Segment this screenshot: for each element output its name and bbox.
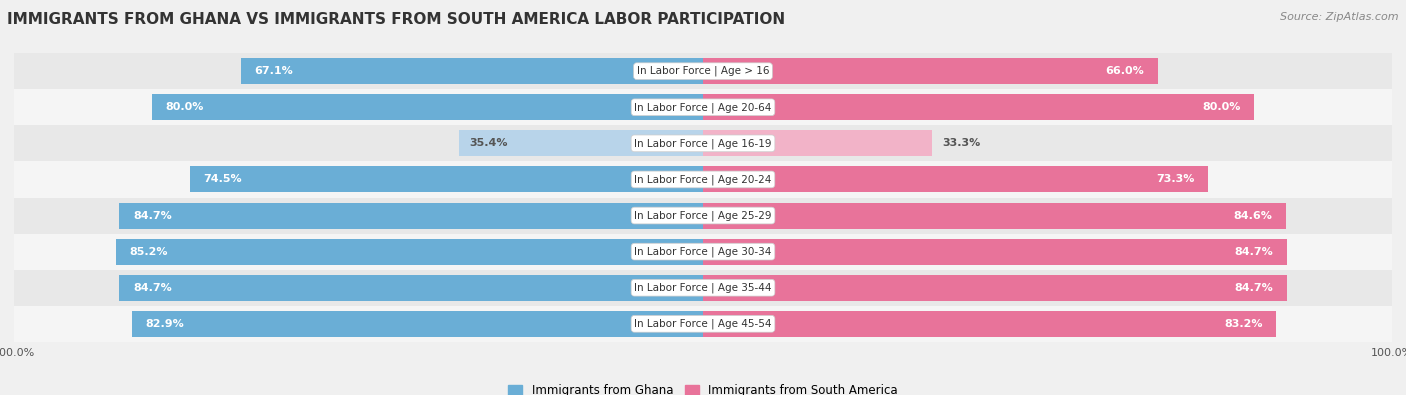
- Bar: [132, 311, 703, 337]
- Bar: [703, 94, 1254, 120]
- Bar: [14, 53, 1392, 89]
- Legend: Immigrants from Ghana, Immigrants from South America: Immigrants from Ghana, Immigrants from S…: [503, 380, 903, 395]
- Bar: [703, 275, 1286, 301]
- Bar: [703, 58, 1157, 84]
- Bar: [120, 203, 703, 229]
- Bar: [14, 162, 1392, 198]
- Text: 74.5%: 74.5%: [204, 175, 242, 184]
- Bar: [14, 125, 1392, 162]
- Bar: [460, 130, 703, 156]
- Bar: [240, 58, 703, 84]
- Bar: [14, 270, 1392, 306]
- Bar: [703, 203, 1286, 229]
- Text: In Labor Force | Age 45-54: In Labor Force | Age 45-54: [634, 318, 772, 329]
- Text: In Labor Force | Age 16-19: In Labor Force | Age 16-19: [634, 138, 772, 149]
- Text: 84.7%: 84.7%: [134, 283, 172, 293]
- Bar: [703, 311, 1277, 337]
- Text: In Labor Force | Age > 16: In Labor Force | Age > 16: [637, 66, 769, 77]
- Text: 84.7%: 84.7%: [1234, 283, 1272, 293]
- Text: 84.7%: 84.7%: [134, 211, 172, 220]
- Text: In Labor Force | Age 20-64: In Labor Force | Age 20-64: [634, 102, 772, 113]
- Text: 80.0%: 80.0%: [1202, 102, 1240, 112]
- Bar: [14, 306, 1392, 342]
- Bar: [703, 166, 1208, 192]
- Text: Source: ZipAtlas.com: Source: ZipAtlas.com: [1281, 12, 1399, 22]
- Text: In Labor Force | Age 35-44: In Labor Force | Age 35-44: [634, 282, 772, 293]
- Bar: [190, 166, 703, 192]
- Text: In Labor Force | Age 30-34: In Labor Force | Age 30-34: [634, 246, 772, 257]
- Text: 84.7%: 84.7%: [1234, 246, 1272, 257]
- Bar: [14, 89, 1392, 125]
- Bar: [14, 233, 1392, 270]
- Text: 66.0%: 66.0%: [1105, 66, 1144, 76]
- Bar: [703, 130, 932, 156]
- Bar: [703, 239, 1286, 265]
- Text: 82.9%: 82.9%: [146, 319, 184, 329]
- Bar: [117, 239, 703, 265]
- Text: IMMIGRANTS FROM GHANA VS IMMIGRANTS FROM SOUTH AMERICA LABOR PARTICIPATION: IMMIGRANTS FROM GHANA VS IMMIGRANTS FROM…: [7, 12, 785, 27]
- Text: 83.2%: 83.2%: [1223, 319, 1263, 329]
- Text: 85.2%: 85.2%: [129, 246, 169, 257]
- Text: 73.3%: 73.3%: [1156, 175, 1194, 184]
- Text: In Labor Force | Age 20-24: In Labor Force | Age 20-24: [634, 174, 772, 185]
- Text: In Labor Force | Age 25-29: In Labor Force | Age 25-29: [634, 210, 772, 221]
- Text: 67.1%: 67.1%: [254, 66, 294, 76]
- Bar: [152, 94, 703, 120]
- Bar: [14, 198, 1392, 233]
- Bar: [120, 275, 703, 301]
- Text: 33.3%: 33.3%: [943, 138, 981, 149]
- Text: 35.4%: 35.4%: [470, 138, 508, 149]
- Text: 80.0%: 80.0%: [166, 102, 204, 112]
- Text: 84.6%: 84.6%: [1233, 211, 1272, 220]
